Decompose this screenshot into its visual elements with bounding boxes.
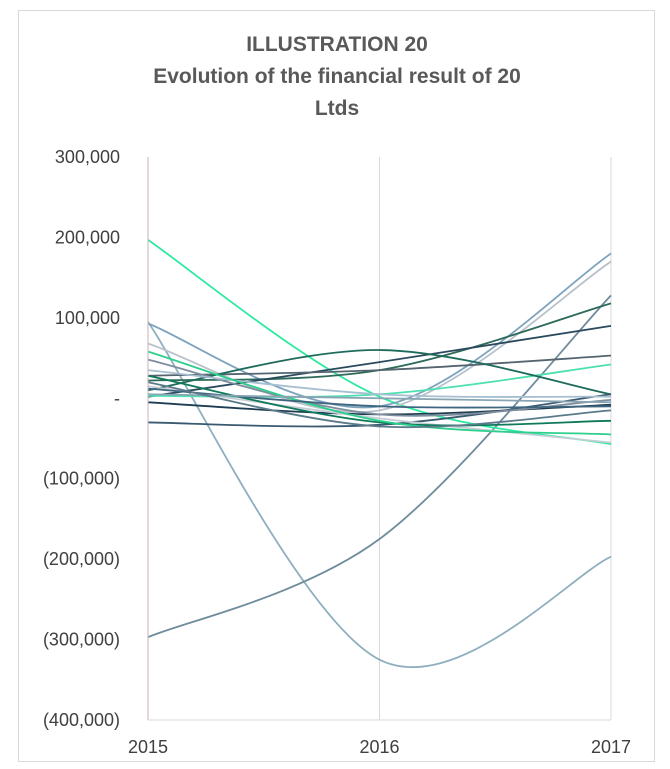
chart-title-line: Evolution of the financial result of 20: [153, 65, 521, 88]
y-tick-label: (200,000): [43, 549, 120, 569]
series-line-1: [147, 321, 612, 668]
series-line-10: [147, 349, 612, 396]
series-line-17: [147, 350, 612, 436]
y-tick-label: 200,000: [55, 227, 120, 247]
y-tick-label: (300,000): [43, 630, 120, 650]
y-tick-label: (400,000): [43, 710, 120, 730]
series-line-18: [147, 387, 612, 409]
y-tick-label: -: [114, 388, 120, 408]
y-tick-label: 300,000: [55, 147, 120, 167]
series-line-5: [147, 260, 612, 413]
chart-area: ILLUSTRATION 20 Evolution of the financi…: [18, 10, 655, 762]
chart-title: ILLUSTRATION 20 Evolution of the financi…: [153, 33, 521, 120]
series-line-14: [147, 369, 612, 398]
chart-title-line: Ltds: [315, 97, 359, 120]
axes: [147, 157, 611, 721]
series-line-20: [147, 381, 612, 429]
series-line-11: [147, 393, 612, 428]
y-tick-label: 100,000: [55, 308, 120, 328]
series-line-13: [147, 358, 612, 417]
x-tick-label: 2017: [591, 737, 631, 757]
series-line-2: [147, 294, 612, 638]
x-tick-label: 2015: [128, 737, 168, 757]
chart-title-line: ILLUSTRATION 20: [246, 33, 428, 56]
x-tick-labels: 2015 2016 2017: [128, 737, 631, 757]
y-tick-labels: 300,000 200,000 100,000 - (100,000) (200,000)…: [43, 147, 120, 730]
line-chart: ILLUSTRATION 20 Evolution of the financi…: [43, 33, 631, 757]
series-lines: [147, 239, 612, 668]
y-tick-label: (100,000): [43, 469, 120, 489]
series-line-16: [147, 374, 612, 427]
gridlines: [379, 157, 612, 720]
x-tick-label: 2016: [359, 737, 399, 757]
